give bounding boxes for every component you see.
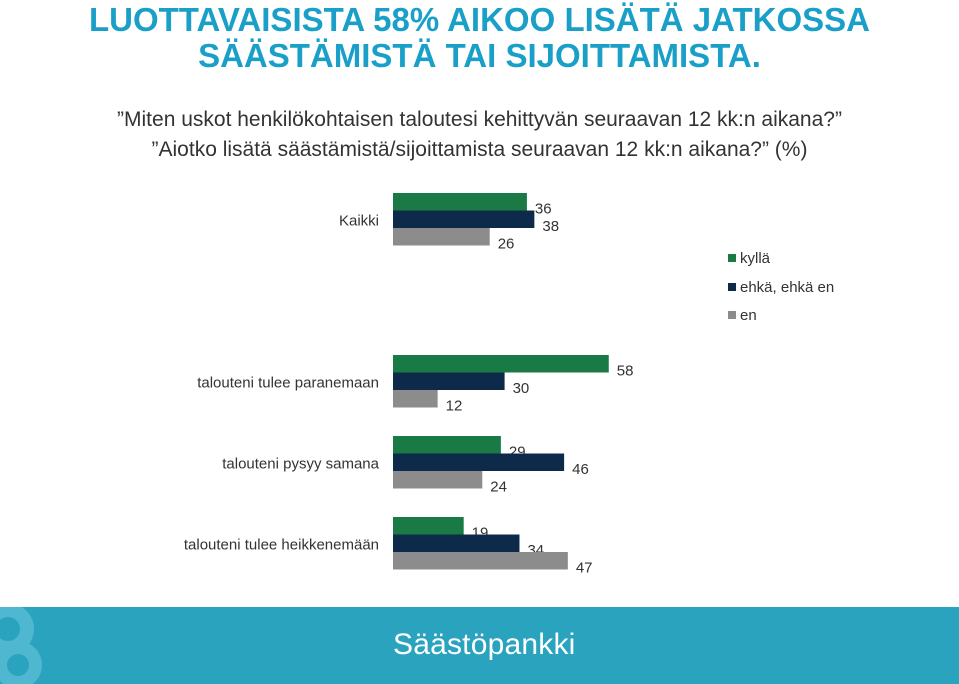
question-line-2: ”Aiotko lisätä säästämistä/sijoittamista…: [151, 138, 808, 161]
data-label-ehk-ehk-en-0: 38: [542, 218, 559, 235]
legend-swatch-en: [728, 311, 736, 319]
bar-kyll-0: [393, 193, 527, 211]
bar-kyll-1: [393, 355, 609, 373]
category-label-2: talouteni pysyy samana: [222, 455, 379, 472]
legend-swatch-ehk-ehk-en: [728, 283, 736, 291]
bar-kyll-2: [393, 436, 501, 454]
data-label-kyll-0: 36: [535, 201, 552, 218]
data-label-en-2: 24: [490, 479, 507, 496]
question-line-1: ”Miten uskot henkilökohtaisen taloutesi …: [117, 108, 842, 131]
savings-bank-logo-icon: [0, 607, 42, 684]
bar-kyll-3: [393, 517, 464, 535]
question-text: ”Miten uskot henkilökohtaisen taloutesi …: [0, 105, 959, 165]
data-label-ehk-ehk-en-1: 30: [513, 380, 530, 397]
legend-label-en: en: [740, 307, 757, 324]
bar-en-1: [393, 390, 438, 408]
bar-ehk-ehk-en-3: [393, 534, 520, 552]
legend-label-kyll: kyllä: [740, 250, 771, 267]
data-label-kyll-1: 58: [617, 363, 634, 380]
title-line-1: LUOTTAVAISISTA 58% AIKOO LISÄTÄ JATKOSSA: [88, 1, 871, 38]
bar-ehk-ehk-en-2: [393, 453, 565, 471]
data-label-ehk-ehk-en-2: 46: [572, 461, 589, 478]
bar-ehk-ehk-en-0: [393, 210, 535, 228]
data-label-en-0: 26: [498, 236, 515, 253]
bar-en-0: [393, 228, 490, 246]
title-line-2: SÄÄSTÄMISTÄ TAI SIJOITTAMISTA.: [198, 37, 761, 74]
data-label-en-1: 12: [446, 398, 463, 415]
chart-title: LUOTTAVAISISTA 58% AIKOO LISÄTÄ JATKOSSA…: [0, 2, 959, 74]
bar-ehk-ehk-en-1: [393, 372, 505, 390]
legend-swatch-kyll: [728, 254, 736, 262]
category-label-3: talouteni tulee heikkenemään: [184, 536, 379, 553]
category-label-0: Kaikki: [339, 212, 379, 229]
brand-name: Säästöpankki: [393, 628, 576, 661]
footer-bar: Säästöpankki: [0, 607, 959, 684]
legend-label-ehk-ehk-en: ehkä, ehkä en: [740, 279, 834, 296]
category-label-1: talouteni tulee paranemaan: [197, 374, 379, 391]
bar-en-3: [393, 552, 568, 570]
data-label-en-3: 47: [576, 560, 593, 577]
bar-en-2: [393, 471, 483, 489]
